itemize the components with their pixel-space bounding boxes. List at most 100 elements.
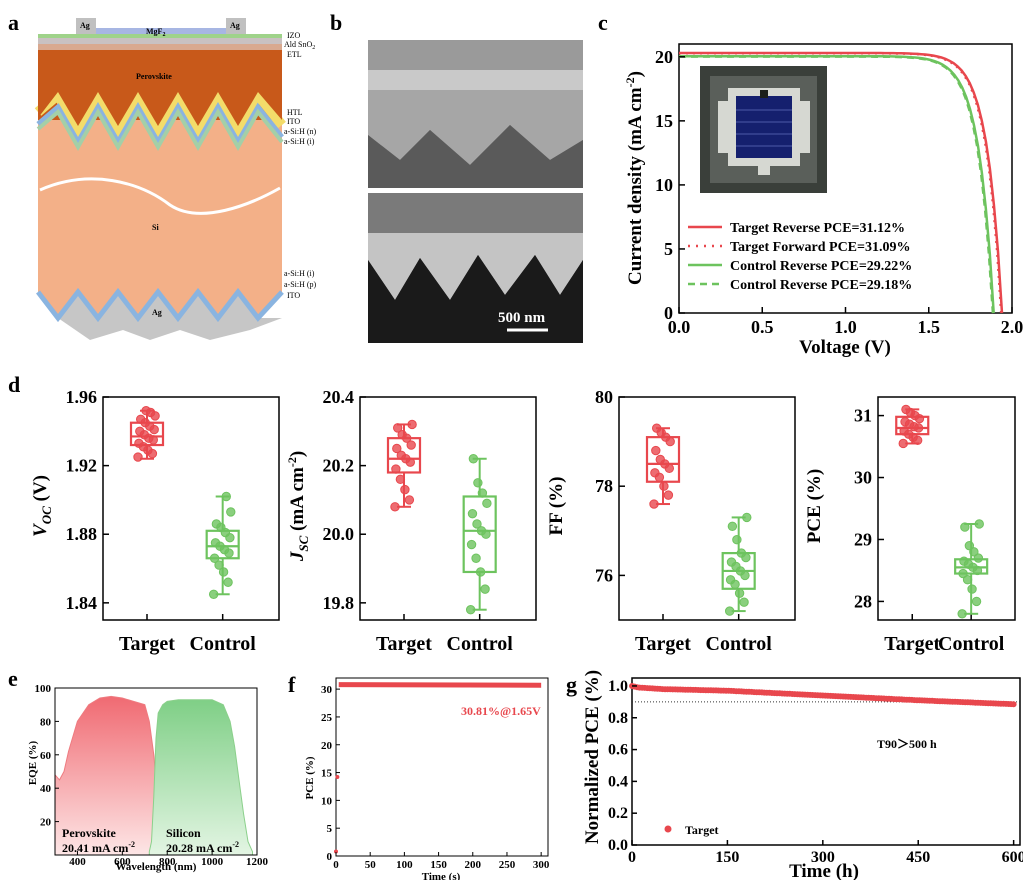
y-tick-label-3: 20.4 <box>323 387 355 407</box>
asi-p-label: a-Si:H (p) <box>284 280 317 289</box>
panel-letter-c: c <box>598 10 608 35</box>
data-point-0-7 <box>396 450 406 461</box>
y-tick-label-2: 1.92 <box>66 456 98 476</box>
ito-top-label: ITO <box>287 117 300 126</box>
data-point-1-3 <box>962 575 973 585</box>
y-tick-label-0: 1.84 <box>66 593 98 613</box>
eqe-y-tick-label-4: 100 <box>35 683 52 695</box>
data-point-0-4 <box>134 438 144 449</box>
mpp-y-tick-label-4: 20 <box>321 740 333 752</box>
data-point-0-0 <box>649 499 659 509</box>
ito-top-layer <box>36 101 284 148</box>
mpp-x-tick-label-4: 200 <box>465 859 482 871</box>
eqe-chart: 400 600 800 1000 1200 20 40 60 80 100 <box>35 683 269 868</box>
sem-images <box>368 40 583 343</box>
stability-x-tick-label-2: 300 <box>811 849 835 866</box>
jv-y-tick-label-0: 0 <box>664 303 673 323</box>
mpp-x-tick-label-1: 50 <box>365 859 377 871</box>
box-plot-frame <box>618 396 796 621</box>
data-point-0-4 <box>391 464 401 474</box>
category-label-control: Control <box>190 633 257 655</box>
mpp-y-tick-label-1: 5 <box>327 823 333 835</box>
stability-legend-label: Target <box>685 823 719 837</box>
data-point-1-9 <box>973 553 984 563</box>
data-point-0-15 <box>141 406 151 416</box>
data-point-1-9 <box>482 498 492 509</box>
data-point-1-0 <box>208 589 219 599</box>
stability-x-tick-label-3: 450 <box>906 849 930 866</box>
eqe-x-tick-label-0: 400 <box>69 856 86 868</box>
ag-label-right: Ag <box>230 21 240 30</box>
sno2-layer <box>38 38 282 44</box>
data-point-1-1 <box>223 577 233 587</box>
stability-x-tick-label-4: 600 <box>1002 849 1023 866</box>
data-point-0-8 <box>651 445 661 456</box>
panel-letter-d: d <box>8 372 20 397</box>
data-point-1-11 <box>732 535 742 545</box>
data-point-0-8 <box>900 417 910 427</box>
stability-y-tick-label-1: 0.2 <box>608 805 628 822</box>
data-point-0-9 <box>406 440 416 450</box>
data-point-0-2 <box>400 484 410 495</box>
eqe-silicon-jsc: 20.28 mA cm-2 <box>166 840 239 855</box>
mpp-y-tick-label-3: 15 <box>321 768 333 780</box>
mgf2-layer <box>96 28 226 34</box>
izo-label: IZO <box>287 31 301 40</box>
jsc-y-axis-title: JSC (mA cm-2) <box>285 451 311 562</box>
data-point-0-8 <box>392 443 402 454</box>
category-label-target: Target <box>376 633 432 655</box>
mpp-y-tick-label-5: 25 <box>321 712 333 724</box>
sem-bottom-substrate <box>368 255 583 343</box>
asi-top-layers <box>36 107 284 152</box>
mpp-start-point-1 <box>335 775 340 780</box>
data-point-1-2 <box>475 567 486 577</box>
category-label-target: Target <box>884 633 940 655</box>
perovskite-fill <box>38 50 282 126</box>
jv-x-tick-label-0: 0.0 <box>668 317 691 337</box>
mpp-x-tick-label-5: 250 <box>499 859 516 871</box>
data-point-1-12 <box>211 519 222 529</box>
jv-y-axis-title: Current density (mA cm-2) <box>623 71 646 285</box>
data-point-1-13 <box>974 519 984 529</box>
data-point-1-1 <box>971 596 982 607</box>
active-area <box>736 96 792 158</box>
category-label-control: Control <box>447 633 514 655</box>
data-point-0-1 <box>663 490 674 500</box>
data-point-1-12 <box>468 454 479 464</box>
panel-letter-e: e <box>8 666 18 691</box>
data-point-0-12 <box>901 404 911 415</box>
scale-bar-label: 500 nm <box>498 310 546 326</box>
asi-n-label: a-Si:H (n) <box>284 127 317 136</box>
stability-legend-marker <box>664 825 672 833</box>
data-point-1-4 <box>209 553 220 563</box>
y-tick-label-0: 28 <box>854 591 872 611</box>
izo-layer <box>38 34 282 38</box>
sem-bottom-texture <box>368 233 583 300</box>
data-point-1-10 <box>477 488 488 498</box>
voc-boxplot: 1.84 1.88 1.92 1.96 Target Control <box>66 387 280 655</box>
eqe-silicon-name: Silicon <box>166 826 201 840</box>
mpp-x-tick-label-0: 0 <box>333 859 339 871</box>
jv-x-axis-title: Voltage (V) <box>799 337 891 358</box>
data-point-1-3 <box>471 553 481 563</box>
data-point-1-0 <box>724 606 735 616</box>
box-plot-frame <box>877 396 1016 621</box>
data-point-0-3 <box>395 474 406 485</box>
asi-i-top-label: a-Si:H (i) <box>284 137 315 146</box>
y-tick-label-3: 31 <box>854 406 872 426</box>
eqe-area-silicon <box>148 699 253 856</box>
pce-y-axis-title: PCE (%) <box>804 469 825 543</box>
data-point-1-12 <box>960 522 970 532</box>
jv-curves <box>679 51 1004 314</box>
eqe-y-tick-label-1: 40 <box>40 783 52 795</box>
data-point-0-8 <box>135 426 145 437</box>
t90-annotation: T90＞500 h <box>877 737 937 751</box>
data-point-1-7 <box>472 519 482 529</box>
data-point-0-0 <box>390 502 400 512</box>
y-tick-label-1: 29 <box>854 529 872 549</box>
mgf2-label: MgF2 <box>146 27 165 38</box>
jv-x-tick-label-2: 1.0 <box>834 317 857 337</box>
wafer-back-texture <box>38 284 282 318</box>
box-plot-frame <box>359 396 537 621</box>
